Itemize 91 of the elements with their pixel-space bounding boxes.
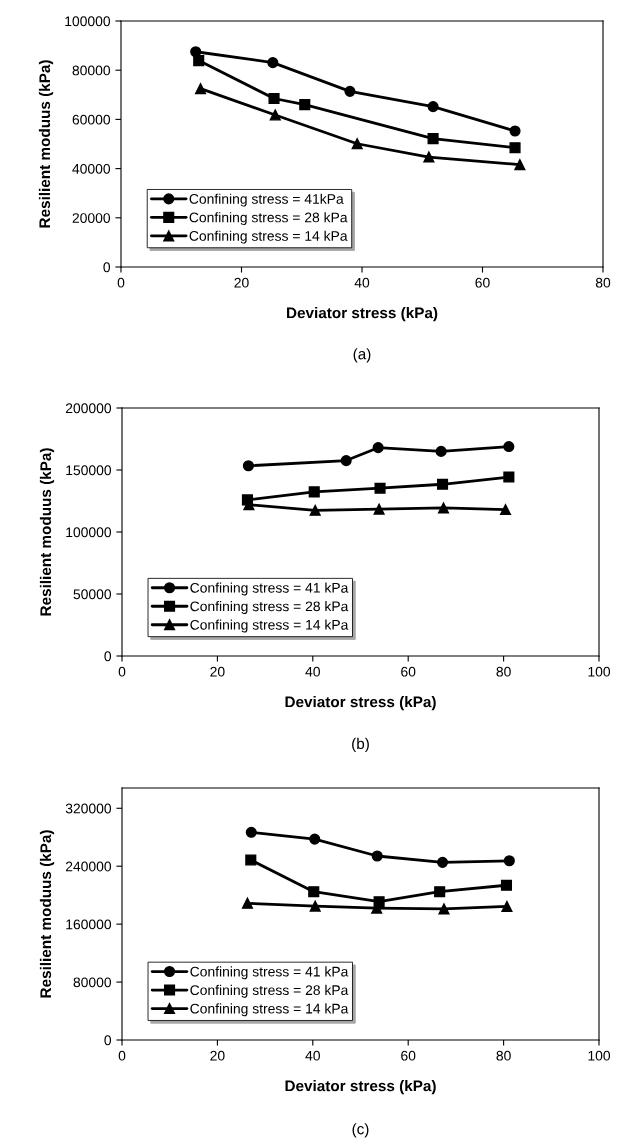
x-tick-label: 100 xyxy=(588,666,611,677)
point xyxy=(241,897,254,909)
x-tick-label: 60 xyxy=(401,1050,416,1061)
y-tick-label: 60000 xyxy=(72,114,111,125)
point xyxy=(245,854,257,866)
point xyxy=(503,441,515,453)
y-tick-label: 320000 xyxy=(65,803,112,814)
point xyxy=(373,503,385,515)
point xyxy=(194,83,207,95)
x-tick-label: 0 xyxy=(118,666,126,677)
point xyxy=(509,125,521,137)
point xyxy=(351,138,363,150)
text: (b) xyxy=(352,737,369,753)
point xyxy=(500,879,513,891)
x-tick-label: 100 xyxy=(588,1050,611,1061)
y-tick-label: 100000 xyxy=(65,16,111,27)
point xyxy=(427,101,439,113)
point xyxy=(499,503,512,516)
point xyxy=(503,855,515,867)
point xyxy=(309,504,321,516)
point xyxy=(372,442,384,454)
point xyxy=(371,850,383,862)
point xyxy=(267,57,279,69)
x-tick-label: 60 xyxy=(475,277,490,288)
y-axis-title: Resilient moduus (kPa) xyxy=(39,448,55,616)
legend-label: Confining stress = 14 kPa xyxy=(190,1003,349,1017)
point xyxy=(423,151,435,163)
x-tick-label: 60 xyxy=(401,666,416,677)
point xyxy=(309,833,321,845)
point xyxy=(344,85,356,97)
legend-label: Confining stress = 28 kPa xyxy=(190,984,349,998)
point xyxy=(309,900,321,912)
y-tick-label: 50000 xyxy=(73,589,112,600)
y-tick-label: 100000 xyxy=(66,527,112,538)
y-tick-label: 40000 xyxy=(72,163,111,174)
point xyxy=(308,886,320,898)
x-axis-title: Deviator stress (kPa) xyxy=(285,696,436,711)
legend-label: Confining stress = 14 kPa xyxy=(189,230,348,244)
y-tick-label: 0 xyxy=(104,651,112,662)
x-tick-label: 20 xyxy=(210,666,225,677)
point xyxy=(434,886,446,898)
point xyxy=(242,460,254,472)
y-tick-label: 20000 xyxy=(72,213,111,223)
x-axis-title: Deviator stress (kPa) xyxy=(287,307,438,322)
point xyxy=(435,445,447,457)
point xyxy=(268,92,280,105)
x-tick-label: 0 xyxy=(117,277,125,288)
point xyxy=(308,486,320,498)
legend-label: Confining stress = 28 kPa xyxy=(190,601,349,614)
point xyxy=(299,99,311,111)
point xyxy=(437,502,450,514)
point xyxy=(374,482,386,494)
x-tick-label: 80 xyxy=(595,277,611,288)
point xyxy=(501,900,513,913)
y-axis-title: Resilient moduus (kPa) xyxy=(38,60,54,228)
point xyxy=(269,109,281,121)
point xyxy=(340,455,352,467)
y-tick-label: 0 xyxy=(104,1035,112,1046)
x-tick-label: 80 xyxy=(496,666,511,677)
y-tick-label: 150000 xyxy=(66,465,112,476)
y-tick-label: 80000 xyxy=(72,65,111,76)
point xyxy=(509,142,521,154)
text: (a) xyxy=(353,348,371,363)
text: (c) xyxy=(352,1123,369,1138)
point xyxy=(514,159,526,171)
x-tick-label: 20 xyxy=(234,277,249,288)
point xyxy=(245,826,257,838)
point xyxy=(436,478,449,490)
y-axis-title: Resilient moduus (kPa) xyxy=(39,830,55,998)
legend-label: Confining stress = 41 kPa xyxy=(190,966,349,980)
x-axis-title: Deviator stress (kPa) xyxy=(285,1080,436,1095)
x-tick-label: 80 xyxy=(496,1050,511,1061)
point xyxy=(503,471,515,483)
y-tick-label: 160000 xyxy=(66,919,112,930)
y-tick-label: 80000 xyxy=(73,977,112,988)
x-tick-label: 40 xyxy=(305,1050,320,1061)
point xyxy=(193,55,205,67)
y-tick-label: 0 xyxy=(103,262,111,273)
x-tick-label: 20 xyxy=(210,1050,225,1061)
y-tick-label: 240000 xyxy=(65,861,112,872)
legend-label: Confining stress = 41 kPa xyxy=(190,582,349,596)
point xyxy=(436,856,449,868)
x-tick-label: 40 xyxy=(354,277,370,288)
legend-label: Confining stress = 14 kPa xyxy=(190,619,349,633)
x-tick-label: 0 xyxy=(118,1050,126,1061)
point xyxy=(438,903,450,915)
point xyxy=(427,133,439,145)
legend-label: Confining stress = 28 kPa xyxy=(189,212,348,226)
x-tick-label: 40 xyxy=(305,666,320,677)
legend-label: Confining stress = 41kPa xyxy=(189,193,344,207)
y-tick-label: 200000 xyxy=(65,403,112,414)
